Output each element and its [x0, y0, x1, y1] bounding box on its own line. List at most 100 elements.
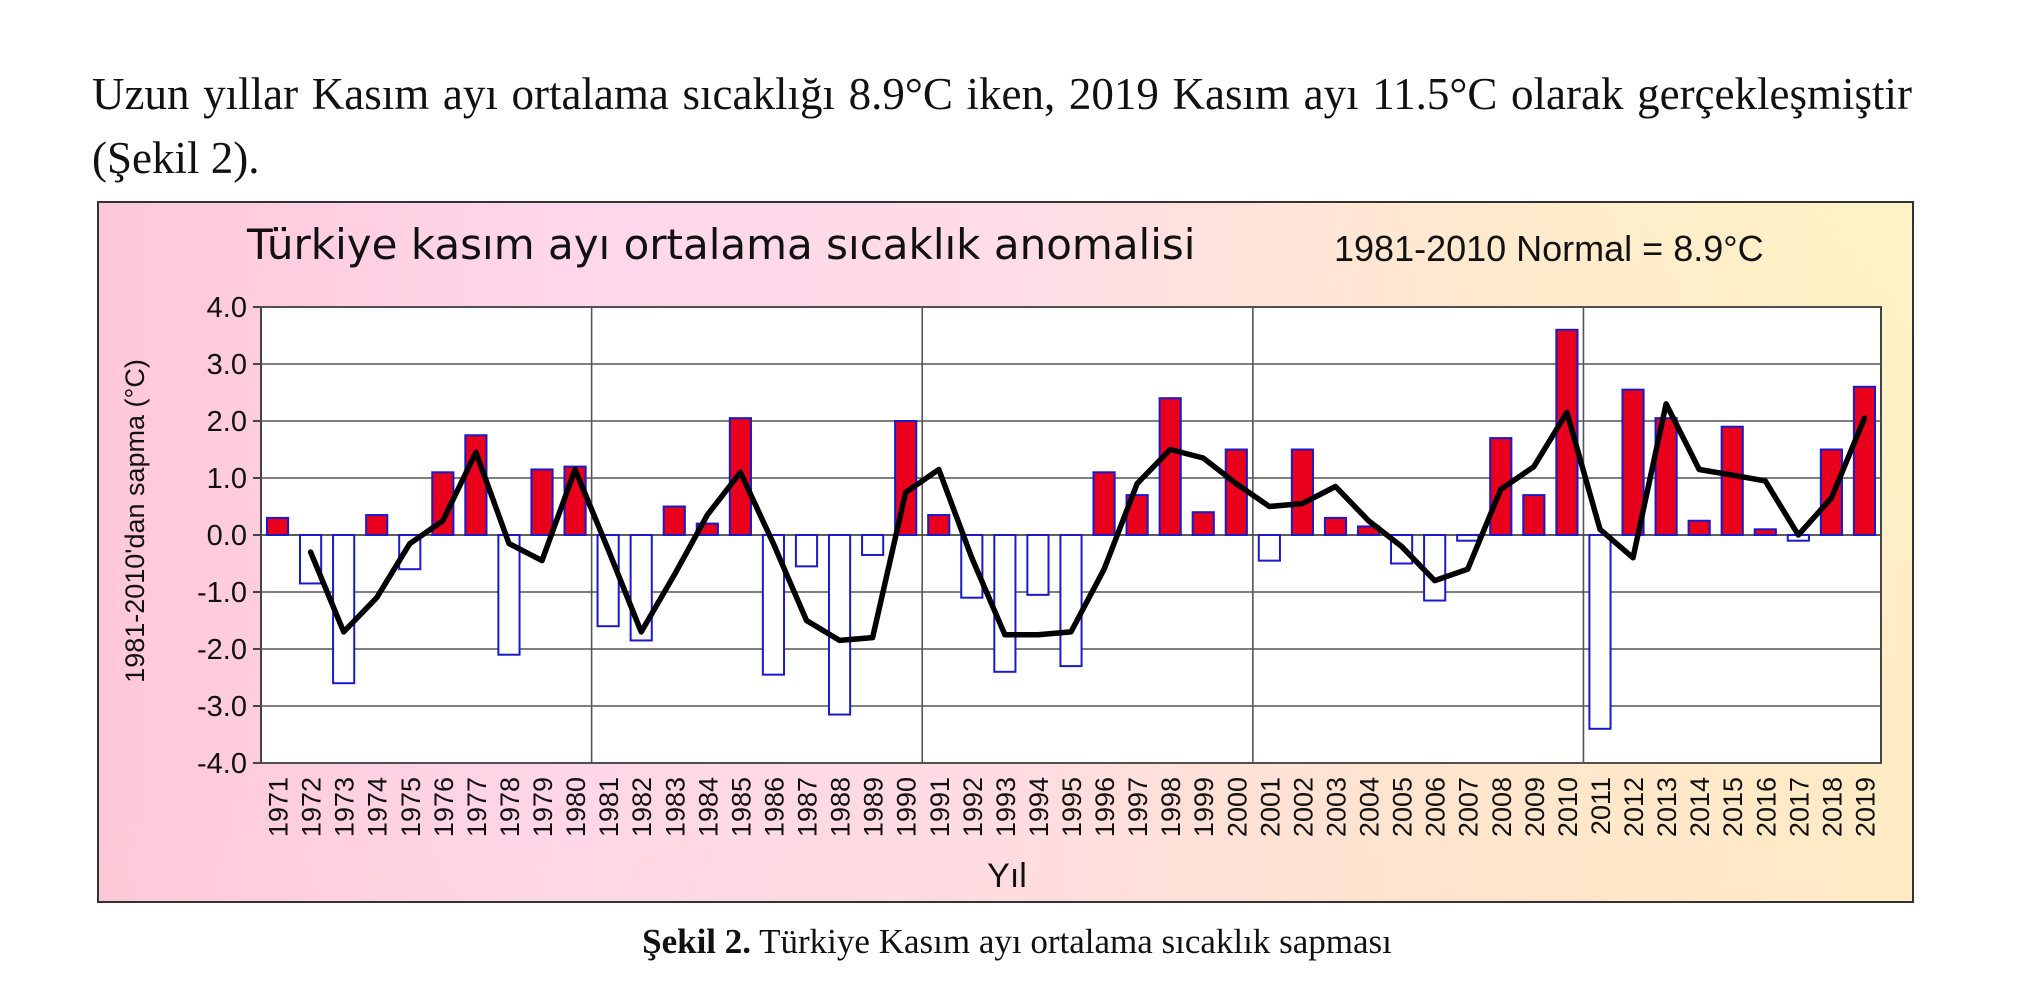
bar — [1720, 425, 1744, 536]
x-tick-label: 1988 — [826, 777, 856, 837]
bar — [265, 516, 290, 536]
x-tick-label: 2003 — [1322, 777, 1352, 837]
anomaly-chart: Türkiye kasım ayı ortalama sıcaklık anom… — [120, 220, 1882, 895]
x-tick-label: 2001 — [1255, 777, 1285, 837]
x-tick-label: 1996 — [1090, 777, 1120, 837]
bar — [530, 468, 554, 537]
x-tick-label: 1984 — [693, 777, 723, 837]
bar — [1026, 534, 1050, 596]
x-tick-label: 2010 — [1553, 777, 1583, 837]
x-tick-label: 1980 — [561, 777, 591, 837]
y-tick-label: 4.0 — [207, 292, 247, 324]
y-tick-label: -4.0 — [197, 748, 247, 780]
x-tick-label: 2000 — [1222, 777, 1252, 837]
chart-title: Türkiye kasım ayı ortalama sıcaklık anom… — [246, 220, 1195, 269]
y-tick-label: -2.0 — [197, 634, 247, 666]
bar — [1290, 448, 1315, 536]
x-tick-label: 2011 — [1586, 777, 1616, 835]
x-tick-label: 1999 — [1189, 777, 1219, 837]
chart-subtitle: 1981-2010 Normal = 8.9°C — [1334, 228, 1764, 269]
x-tick-label: 1981 — [594, 777, 624, 837]
y-tick-label: -1.0 — [197, 577, 247, 609]
bar — [1257, 534, 1281, 562]
y-axis-label: 1981-2010'dan sapma (°C) — [120, 359, 150, 683]
x-tick-label: 1971 — [264, 777, 294, 837]
bar — [1654, 417, 1678, 536]
x-tick-label: 1976 — [429, 777, 459, 837]
x-tick-label: 1989 — [859, 777, 889, 837]
x-tick-label: 2004 — [1355, 777, 1385, 837]
x-tick-label: 1972 — [297, 777, 327, 837]
x-tick-label: 2017 — [1784, 777, 1814, 837]
x-tick-label: 1977 — [462, 777, 492, 837]
figure-caption: Şekil 2. Türkiye Kasım ayı ortalama sıca… — [0, 922, 2034, 962]
bar — [398, 534, 422, 571]
bar — [1224, 448, 1248, 536]
x-tick-label: 1992 — [958, 777, 988, 837]
x-tick-label: 1997 — [1123, 777, 1153, 837]
bar — [1687, 519, 1711, 536]
x-tick-label: 1983 — [660, 777, 690, 837]
caption-text: Türkiye Kasım ayı ortalama sıcaklık sapm… — [751, 922, 1392, 961]
x-tick-label: 1978 — [495, 777, 525, 837]
x-tick-label: 1979 — [528, 777, 558, 837]
bar — [1059, 534, 1083, 668]
bar — [1753, 528, 1777, 536]
bar — [365, 514, 389, 536]
bar — [1621, 388, 1645, 536]
bar — [927, 514, 951, 536]
bar — [1092, 471, 1116, 536]
x-tick-label: 2015 — [1718, 777, 1748, 837]
x-tick-label: 2016 — [1751, 777, 1781, 837]
bar — [1588, 534, 1612, 730]
x-tick-label: 2008 — [1487, 777, 1517, 837]
x-tick-label: 1995 — [1057, 777, 1087, 837]
x-tick-label: 2014 — [1685, 777, 1715, 837]
x-tick-label: 2007 — [1454, 777, 1484, 837]
y-tick-label: 1.0 — [207, 463, 247, 495]
chart-figure: Türkiye kasım ayı ortalama sıcaklık anom… — [97, 201, 1914, 903]
x-tick-label: 2019 — [1851, 777, 1881, 837]
bar — [497, 534, 521, 656]
x-axis-label: Yıl — [987, 857, 1027, 895]
bar — [1522, 494, 1546, 537]
x-tick-label: 2013 — [1652, 777, 1682, 837]
y-tick-label: 3.0 — [207, 349, 247, 381]
x-tick-label: 1990 — [892, 777, 922, 837]
bar — [794, 534, 819, 568]
x-tick-label: 1985 — [726, 777, 756, 837]
bar — [662, 505, 686, 536]
intro-paragraph: Uzun yıllar Kasım ayı ortalama sıcaklığı… — [92, 69, 1912, 183]
x-tick-label: 1975 — [396, 777, 426, 837]
y-tick-label: 2.0 — [207, 406, 247, 438]
caption-label: Şekil 2. — [642, 922, 752, 961]
bar — [1852, 385, 1877, 536]
x-tick-label: 2006 — [1421, 777, 1451, 837]
x-tick-label: 1974 — [363, 777, 393, 837]
bar — [861, 534, 885, 556]
x-tick-label: 2009 — [1520, 777, 1550, 837]
bar — [1423, 534, 1447, 602]
x-tick-label: 1993 — [991, 777, 1021, 837]
x-tick-label: 2012 — [1619, 777, 1649, 837]
x-tick-label: 1987 — [793, 777, 823, 837]
bar — [761, 534, 786, 676]
x-tick-label: 1986 — [759, 777, 789, 837]
x-tick-label: 2005 — [1388, 777, 1418, 837]
bar — [1158, 397, 1182, 536]
x-tick-label: 1973 — [330, 777, 360, 837]
bar — [1191, 511, 1215, 537]
trend-line — [307, 401, 1868, 644]
x-tick-label: 1982 — [627, 777, 657, 837]
bar — [993, 534, 1017, 673]
y-tick-label: 0.0 — [207, 520, 247, 552]
x-tick-label: 1994 — [1024, 777, 1054, 837]
line-layer — [307, 401, 1868, 644]
x-tick-label: 1991 — [925, 777, 955, 837]
x-tick-label: 2018 — [1817, 777, 1847, 837]
x-tick-label: 2002 — [1288, 777, 1318, 837]
x-tick-label: 1998 — [1156, 777, 1186, 837]
bar — [1456, 534, 1480, 542]
y-tick-label: -3.0 — [197, 691, 247, 723]
